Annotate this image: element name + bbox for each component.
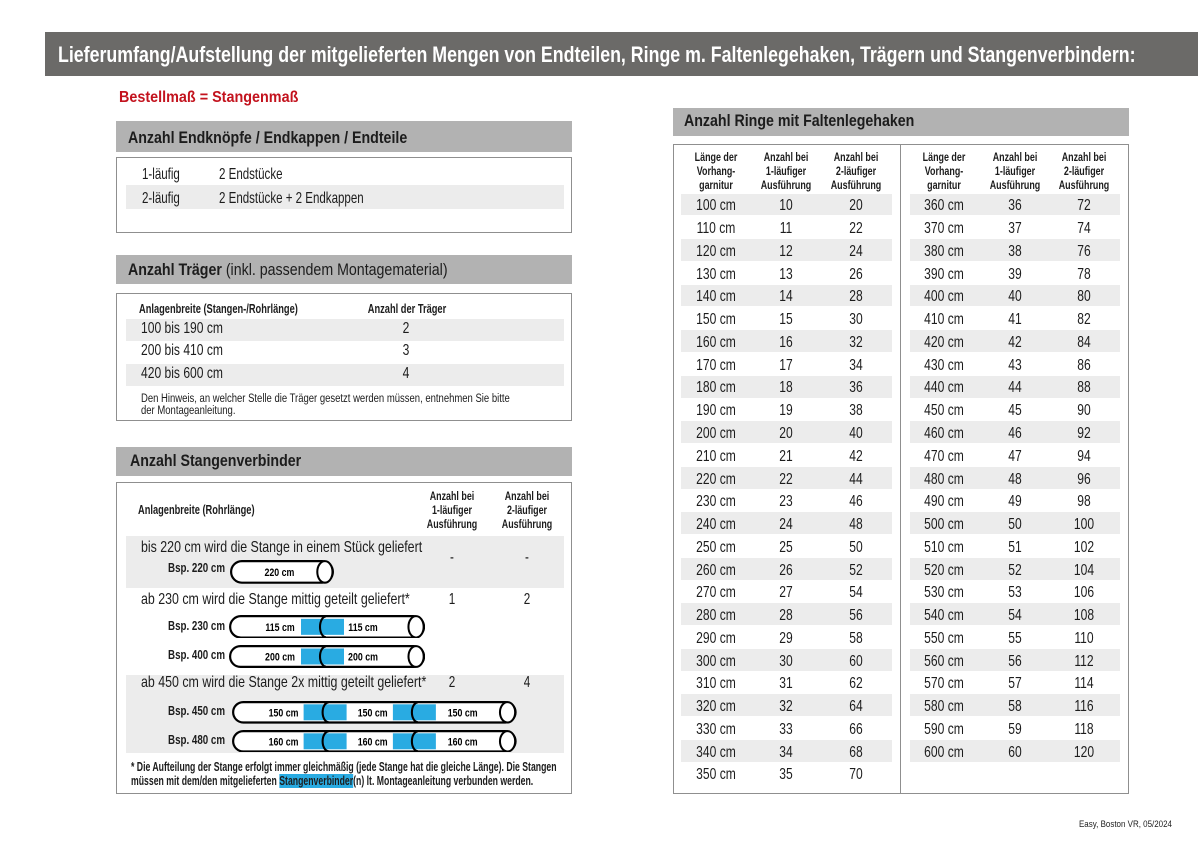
svg-text:220 cm: 220 cm (264, 567, 294, 579)
svg-text:150 cm: 150 cm (448, 707, 478, 719)
svg-text:150 cm: 150 cm (269, 707, 299, 719)
svg-text:200 cm: 200 cm (265, 651, 295, 663)
svg-text:200 cm: 200 cm (348, 651, 378, 663)
svg-text:160 cm: 160 cm (448, 736, 478, 748)
svg-text:150 cm: 150 cm (358, 707, 388, 719)
svg-text:115 cm: 115 cm (348, 622, 377, 634)
svg-text:160 cm: 160 cm (358, 736, 388, 748)
svg-text:115 cm: 115 cm (265, 622, 294, 634)
svg-text:160 cm: 160 cm (269, 736, 299, 748)
